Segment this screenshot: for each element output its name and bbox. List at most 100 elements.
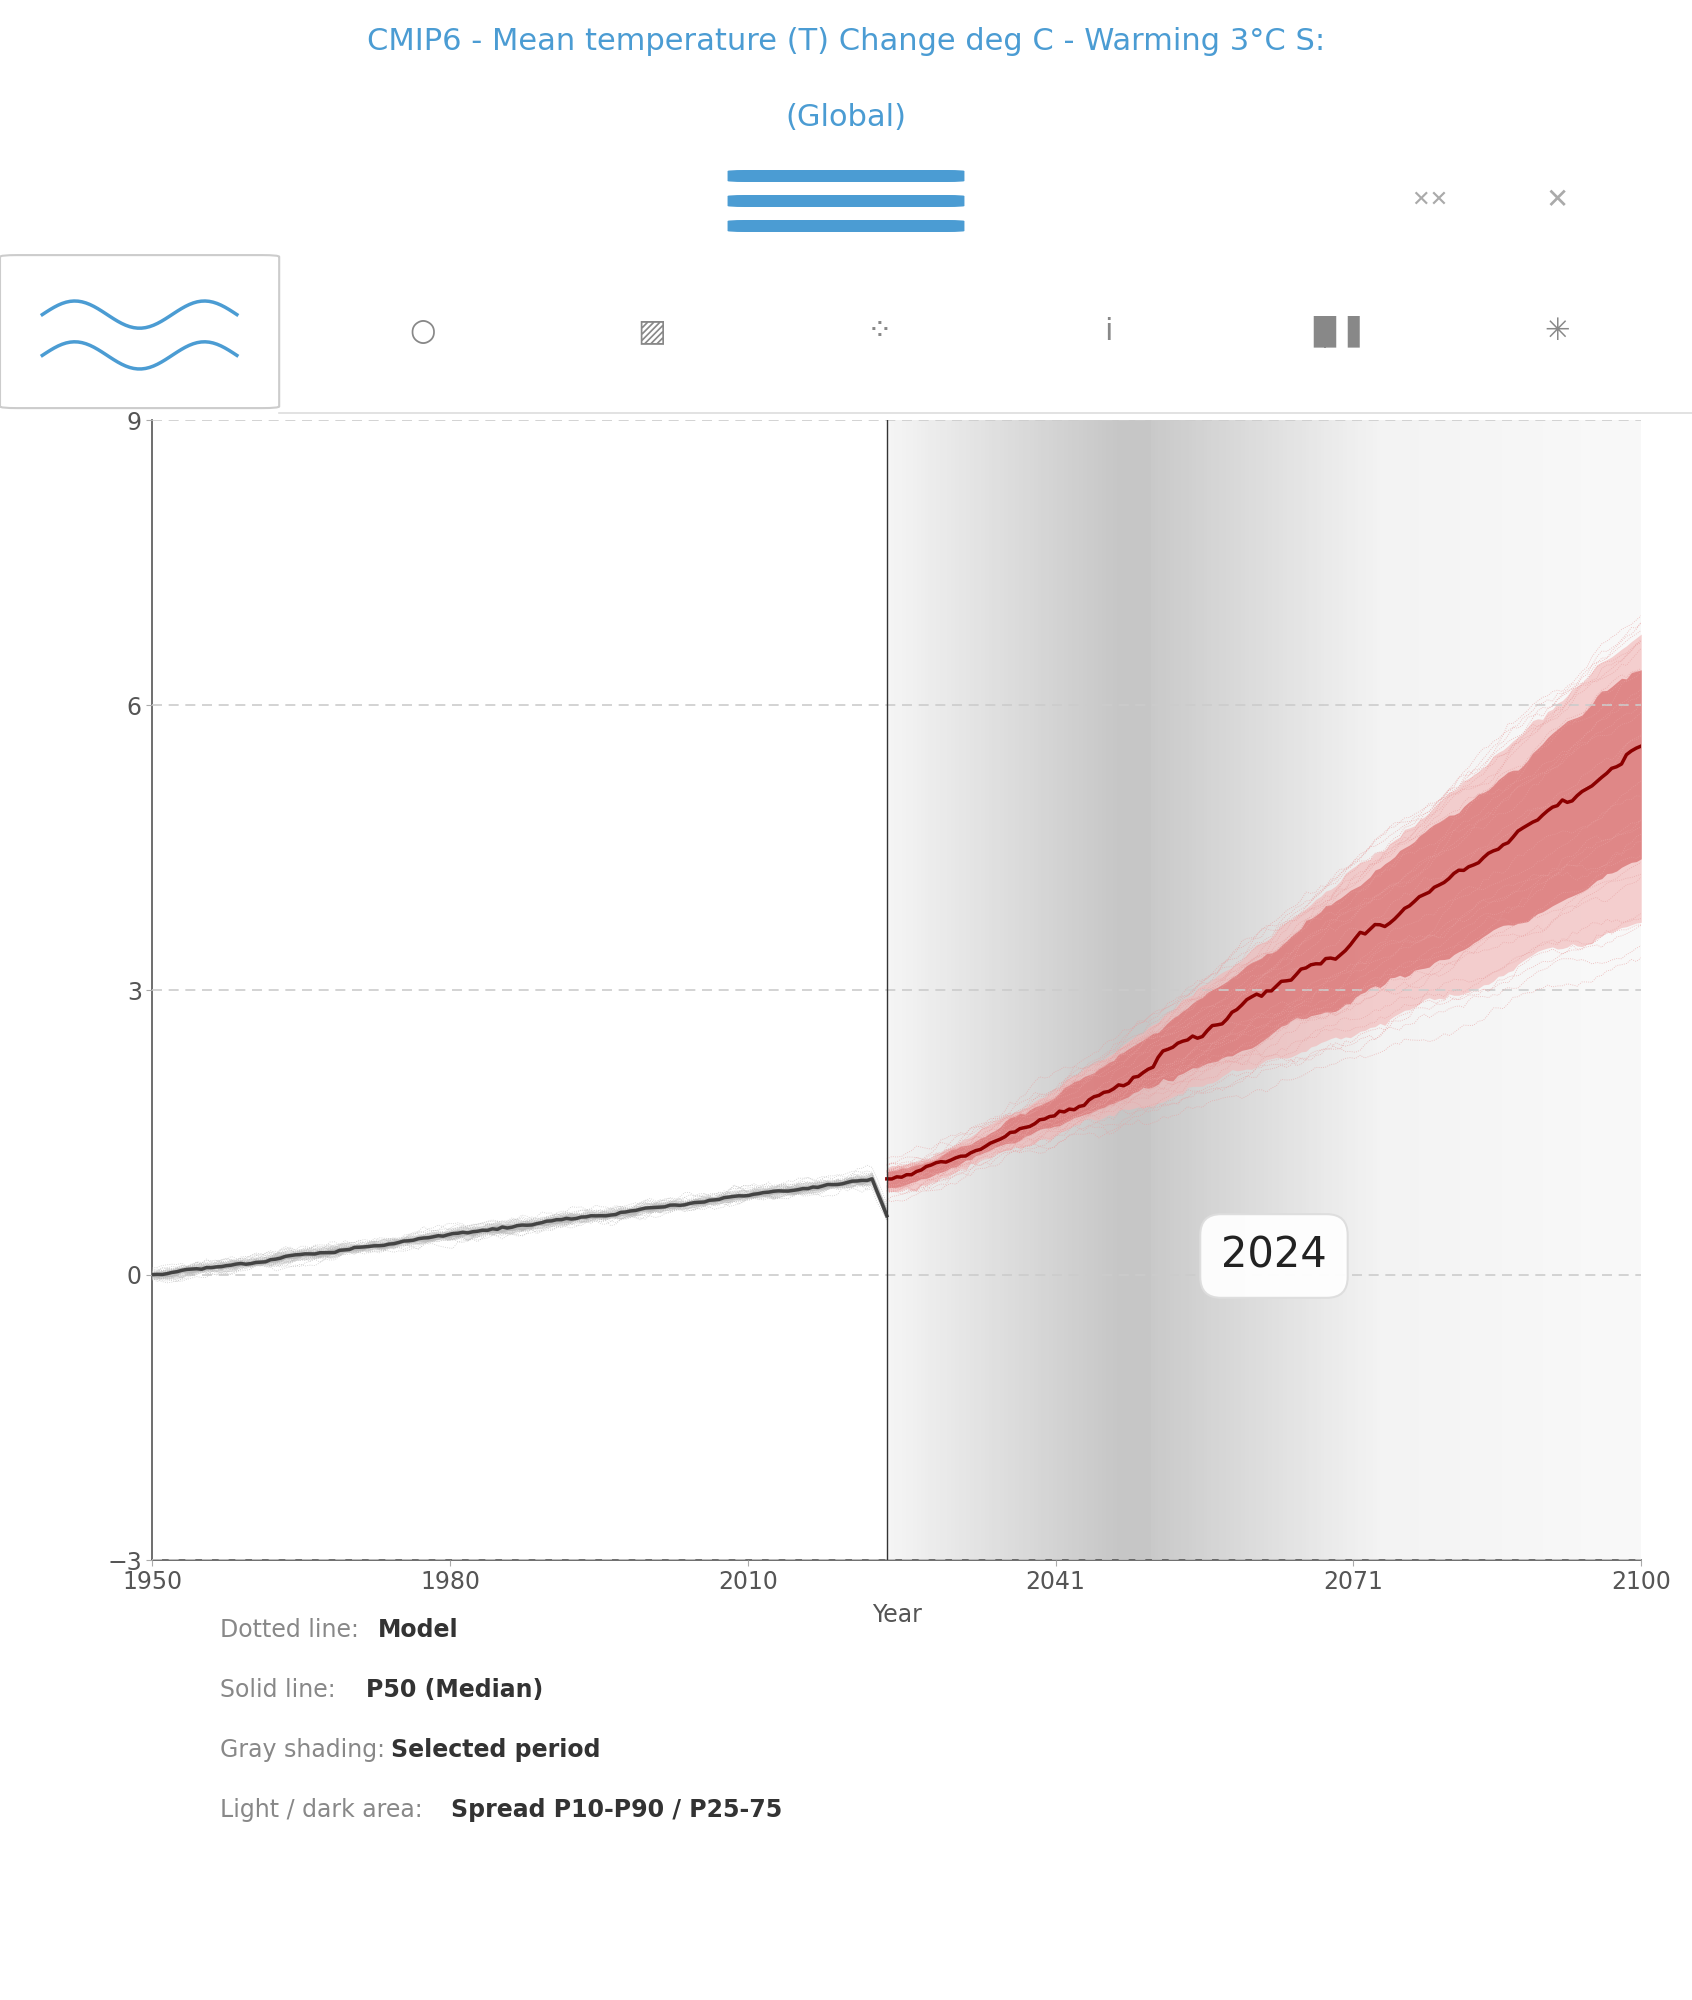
Text: ▨: ▨ (636, 318, 667, 346)
Bar (966, 420, 970, 1560)
Text: i: i (1103, 318, 1113, 346)
Bar (1245, 420, 1249, 1560)
Bar (944, 420, 948, 1560)
Bar (1475, 420, 1479, 1560)
Bar (1570, 420, 1574, 1560)
Bar (1015, 420, 1019, 1560)
Bar (932, 420, 936, 1560)
Bar (993, 420, 997, 1560)
Bar (1396, 420, 1399, 1560)
Bar (1257, 420, 1261, 1560)
Bar (1227, 420, 1230, 1560)
Bar (1061, 420, 1064, 1560)
Bar (1208, 420, 1211, 1560)
Bar (1555, 420, 1558, 1560)
Bar (1211, 420, 1215, 1560)
Bar (1415, 420, 1418, 1560)
Bar (1286, 420, 1291, 1560)
Bar (1291, 420, 1294, 1560)
Bar (1049, 420, 1052, 1560)
Bar (1196, 420, 1200, 1560)
Bar (1467, 420, 1472, 1560)
Bar (1313, 420, 1316, 1560)
Bar (1101, 420, 1105, 1560)
Bar (1448, 420, 1453, 1560)
Bar (981, 420, 985, 1560)
Text: 2024: 2024 (1222, 1234, 1327, 1278)
Bar (1076, 420, 1079, 1560)
Bar (1332, 420, 1335, 1560)
Bar (1223, 420, 1227, 1560)
Bar (1279, 420, 1283, 1560)
Bar (1550, 420, 1555, 1560)
Bar (1502, 420, 1506, 1560)
Bar (1509, 420, 1513, 1560)
Bar (1147, 420, 1151, 1560)
Bar (1267, 420, 1272, 1560)
Bar (1007, 420, 1012, 1560)
Bar (1464, 420, 1467, 1560)
Bar (929, 420, 932, 1560)
Bar (1457, 420, 1460, 1560)
Bar (1599, 420, 1604, 1560)
Text: Dotted line:: Dotted line: (220, 1618, 367, 1642)
Bar (1543, 420, 1546, 1560)
Bar (1003, 420, 1007, 1560)
Bar (1233, 420, 1237, 1560)
Bar (1487, 420, 1491, 1560)
Bar (1252, 420, 1257, 1560)
Bar (1531, 420, 1536, 1560)
Bar (1614, 420, 1619, 1560)
Bar (1445, 420, 1448, 1560)
Bar (1596, 420, 1599, 1560)
Bar (1546, 420, 1550, 1560)
Text: Selected period: Selected period (391, 1738, 601, 1762)
Bar (1242, 420, 1245, 1560)
Bar (1335, 420, 1340, 1560)
Bar (1482, 420, 1487, 1560)
Bar (902, 420, 905, 1560)
Text: ▐▌▌: ▐▌▌ (1301, 316, 1372, 348)
Bar (920, 420, 924, 1560)
Bar (1144, 420, 1147, 1560)
Bar (1577, 420, 1580, 1560)
Bar (1359, 420, 1362, 1560)
Bar (1438, 420, 1442, 1560)
Bar (917, 420, 920, 1560)
Bar (1524, 420, 1528, 1560)
Bar (1528, 420, 1531, 1560)
Bar (1619, 420, 1623, 1560)
Bar (1558, 420, 1562, 1560)
FancyBboxPatch shape (728, 196, 964, 208)
Bar (997, 420, 1000, 1560)
Bar (1159, 420, 1162, 1560)
Bar (1362, 420, 1365, 1560)
Bar (910, 420, 914, 1560)
Bar (1166, 420, 1169, 1560)
Bar (905, 420, 910, 1560)
Bar (1589, 420, 1592, 1560)
Bar (1634, 420, 1638, 1560)
Text: P50 (Median): P50 (Median) (365, 1678, 543, 1702)
Bar (1369, 420, 1374, 1560)
Text: Gray shading:: Gray shading: (220, 1738, 393, 1762)
Text: ⁘: ⁘ (866, 318, 893, 346)
Bar (1022, 420, 1027, 1560)
Bar (1105, 420, 1110, 1560)
Bar (1181, 420, 1184, 1560)
Bar (1516, 420, 1521, 1560)
Bar (1154, 420, 1159, 1560)
Bar (1200, 420, 1203, 1560)
FancyBboxPatch shape (728, 170, 964, 182)
Bar (963, 420, 966, 1560)
Bar (1604, 420, 1607, 1560)
Bar (1261, 420, 1264, 1560)
Bar (1626, 420, 1629, 1560)
Bar (1321, 420, 1325, 1560)
Bar (936, 420, 939, 1560)
Bar (1325, 420, 1328, 1560)
Bar (1193, 420, 1196, 1560)
Bar (1012, 420, 1015, 1560)
Bar (1301, 420, 1306, 1560)
Bar (1184, 420, 1188, 1560)
